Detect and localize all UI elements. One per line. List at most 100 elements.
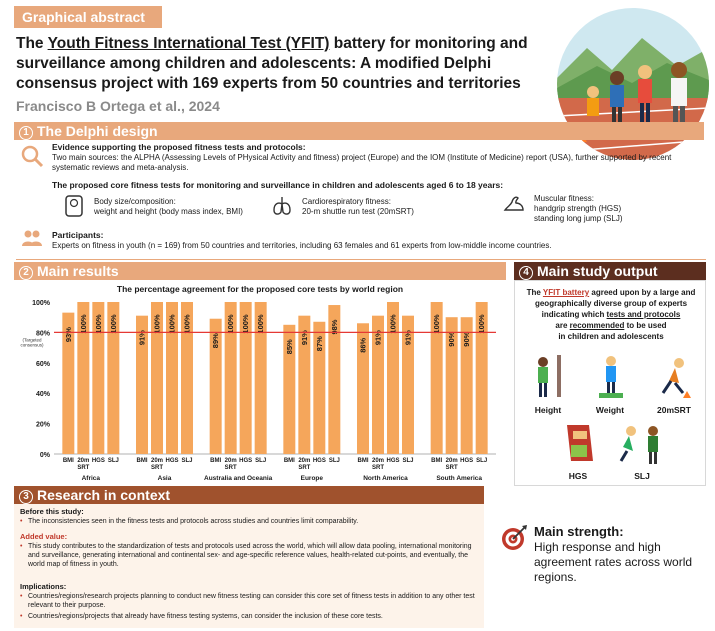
section-main-results-header: 2 Main results (14, 262, 506, 280)
before-body: The inconsistencies seen in the fitness … (20, 517, 480, 526)
implications-title: Implications: (20, 582, 67, 591)
slj-illustration (619, 426, 658, 464)
cardio-label: Cardiorespiratory fitness: (302, 197, 391, 206)
section-main-output-header: 4 Main study output (514, 262, 706, 280)
x-tick-label: BMI (358, 458, 369, 464)
section-research-context-header: 3 Research in context (14, 486, 484, 504)
bar-africa-3 (107, 302, 120, 454)
y-tick-label: 60% (36, 361, 51, 368)
before-title: Before this study: (20, 507, 84, 516)
region-label: North America (363, 475, 408, 482)
x-tick-label: SRT (372, 465, 384, 471)
y-tick-label: 20% (36, 422, 51, 429)
y-tick-label: 0% (40, 452, 51, 459)
x-tick-label: 20m (372, 458, 384, 464)
x-tick-label: BMI (137, 458, 148, 464)
fig-label-20msrt: 20mSRT (656, 405, 691, 415)
x-tick-label: BMI (63, 458, 74, 464)
x-tick-label: SRT (77, 465, 89, 471)
chart-title: The percentage agreement for the propose… (116, 284, 404, 294)
bar-australia-and-oceania-2 (239, 302, 252, 454)
x-tick-label: 20m (225, 458, 237, 464)
bar-north-america-1 (372, 315, 384, 454)
bar-value-label: 85% (285, 339, 294, 354)
y-tick-label: 40% (36, 391, 51, 398)
bar-value-label: 87% (315, 336, 324, 351)
fig-label-weight: Weight (595, 405, 625, 415)
fig-label-slj: SLJ (634, 471, 650, 481)
section-delphi-design-header: 1 The Delphi design (14, 122, 704, 140)
fig-label-hgs: HGS (568, 471, 588, 481)
x-tick-label: HGS (92, 458, 105, 464)
bar-europe-1 (298, 315, 311, 454)
bar-north-america-0 (357, 323, 369, 454)
bar-africa-2 (92, 302, 105, 454)
added-value-title: Added value: (20, 532, 68, 541)
bar-value-label: 100% (256, 314, 265, 334)
x-tick-label: SLJ (476, 458, 487, 464)
bar-value-label: 100% (153, 314, 162, 334)
bar-value-label: 100% (168, 314, 177, 334)
muscle-arm-icon (503, 196, 524, 211)
bar-value-label: 100% (79, 314, 88, 334)
bar-value-label: 100% (94, 314, 103, 334)
bar-value-label: 93% (64, 327, 73, 342)
participants-body: Experts on fitness in youth (n = 169) fr… (52, 241, 552, 250)
main-strength-body: High response and high agreement rates a… (534, 540, 693, 584)
agreement-bar-chart: 0%20%40%60%80%100%93%BMI100%20mSRT100%HG… (20, 300, 496, 482)
bar-asia-0 (136, 315, 148, 454)
bar-asia-2 (166, 302, 178, 454)
bar-europe-2 (313, 321, 326, 454)
x-tick-label: HGS (313, 458, 326, 464)
target-icon (502, 525, 527, 550)
x-tick-label: SLJ (108, 458, 119, 464)
x-tick-label: SRT (225, 465, 237, 471)
bar-value-label: 98% (330, 319, 339, 334)
bar-value-label: 100% (389, 314, 398, 334)
threshold-label: (Targeted (22, 337, 42, 342)
bar-value-label: 89% (211, 333, 220, 348)
main-strength-title: Main strength: (534, 524, 624, 539)
implication-item-2: Countries/regions/projects that already … (20, 612, 480, 621)
bar-value-label: 91% (138, 330, 147, 345)
bar-north-america-2 (387, 302, 399, 454)
core-tests-title: The proposed core fitness tests for moni… (52, 180, 504, 190)
height-illustration (538, 355, 561, 397)
body-comp-label: Body size/composition: (94, 197, 176, 206)
x-tick-label: 20m (298, 458, 310, 464)
evidence-title: Evidence supporting the proposed fitness… (52, 142, 306, 152)
weight-illustration (599, 356, 623, 398)
bar-north-america-3 (402, 315, 414, 454)
region-label: South America (436, 475, 482, 482)
region-label: Africa (82, 475, 101, 482)
fig-label-height: Height (534, 405, 562, 415)
region-label: Australia and Oceania (204, 475, 273, 482)
bar-south-america-3 (475, 302, 488, 454)
bar-asia-1 (151, 302, 163, 454)
implication-item-1: Countries/regions/research projects plan… (20, 592, 480, 610)
x-tick-label: 20m (151, 458, 163, 464)
x-tick-label: SLJ (329, 458, 340, 464)
bar-value-label: 100% (477, 314, 486, 334)
magnifier-icon (21, 145, 44, 168)
paper-title: The Youth Fitness International Test (YF… (16, 35, 528, 92)
bar-value-label: 91% (300, 330, 309, 345)
bar-australia-and-oceania-3 (254, 302, 267, 454)
x-tick-label: SRT (446, 465, 458, 471)
x-tick-label: HGS (239, 458, 252, 464)
region-label: Europe (301, 475, 324, 482)
x-tick-label: SLJ (255, 458, 266, 464)
bar-value-label: 100% (432, 314, 441, 334)
hgs-illustration (567, 425, 593, 461)
y-tick-label: 100% (32, 300, 51, 307)
bar-value-label: 91% (404, 330, 413, 345)
bar-asia-3 (181, 302, 193, 454)
main-output-panel: The YFIT battery agreed upon by a large … (514, 280, 706, 486)
bar-value-label: 90% (447, 331, 456, 346)
x-tick-label: 20m (446, 458, 458, 464)
bar-value-label: 100% (226, 314, 235, 334)
x-tick-label: BMI (284, 458, 295, 464)
x-tick-label: HGS (386, 458, 399, 464)
20msrt-illustration (661, 358, 691, 398)
bar-value-label: 91% (374, 330, 383, 345)
